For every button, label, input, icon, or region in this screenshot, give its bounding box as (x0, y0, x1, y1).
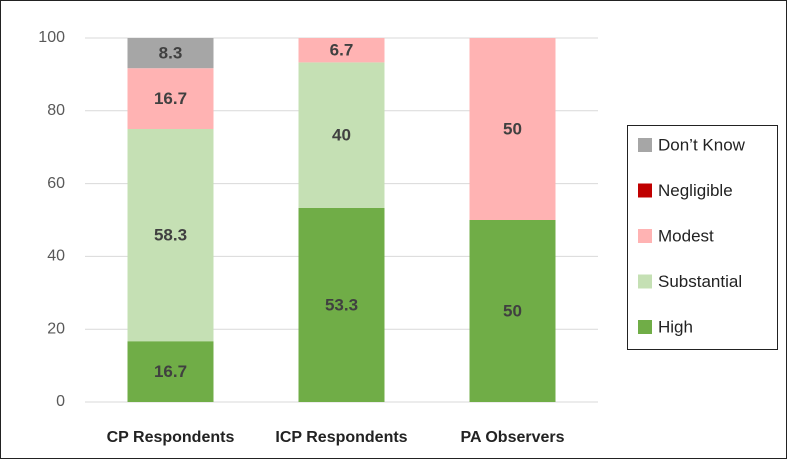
legend-label: Modest (658, 226, 714, 245)
data-label: 8.3 (159, 44, 183, 63)
data-label: 40 (332, 126, 351, 145)
legend-label: High (658, 317, 693, 336)
bar-segment (127, 68, 214, 129)
legend-swatch (638, 320, 652, 334)
data-label: 16.7 (154, 362, 187, 381)
bar-segment (298, 62, 385, 208)
bar-segment (127, 341, 214, 402)
legend-swatch (638, 229, 652, 243)
legend-swatch (638, 183, 652, 198)
legend-label: Substantial (658, 272, 742, 291)
y-tick-label: 60 (47, 175, 65, 192)
y-tick-label: 100 (38, 29, 65, 46)
data-label: 6.7 (330, 41, 354, 60)
bar-segment (469, 220, 556, 402)
legend-box (627, 125, 778, 350)
bar-segment (127, 129, 214, 342)
y-tick-label: 40 (47, 248, 65, 265)
y-tick-label: 20 (47, 320, 65, 337)
legend-label: Don’t Know (658, 135, 746, 154)
legend-swatch (638, 138, 652, 152)
y-tick-label: 0 (56, 393, 65, 410)
bar-segment (469, 38, 556, 220)
data-label: 16.7 (154, 89, 187, 108)
bar-segment (298, 38, 385, 63)
data-label: 58.3 (154, 226, 187, 245)
y-tick-label: 80 (47, 102, 65, 119)
x-tick-label: CP Respondents (107, 429, 235, 446)
legend-label: Negligible (658, 181, 733, 200)
bar-segment (298, 207, 385, 402)
data-label: 53.3 (325, 295, 358, 314)
data-label: 50 (503, 301, 522, 320)
bar-segment (127, 38, 214, 69)
data-label: 50 (503, 119, 522, 138)
legend-swatch (638, 274, 652, 289)
x-tick-label: PA Observers (460, 429, 564, 446)
x-tick-label: ICP Respondents (275, 429, 407, 446)
